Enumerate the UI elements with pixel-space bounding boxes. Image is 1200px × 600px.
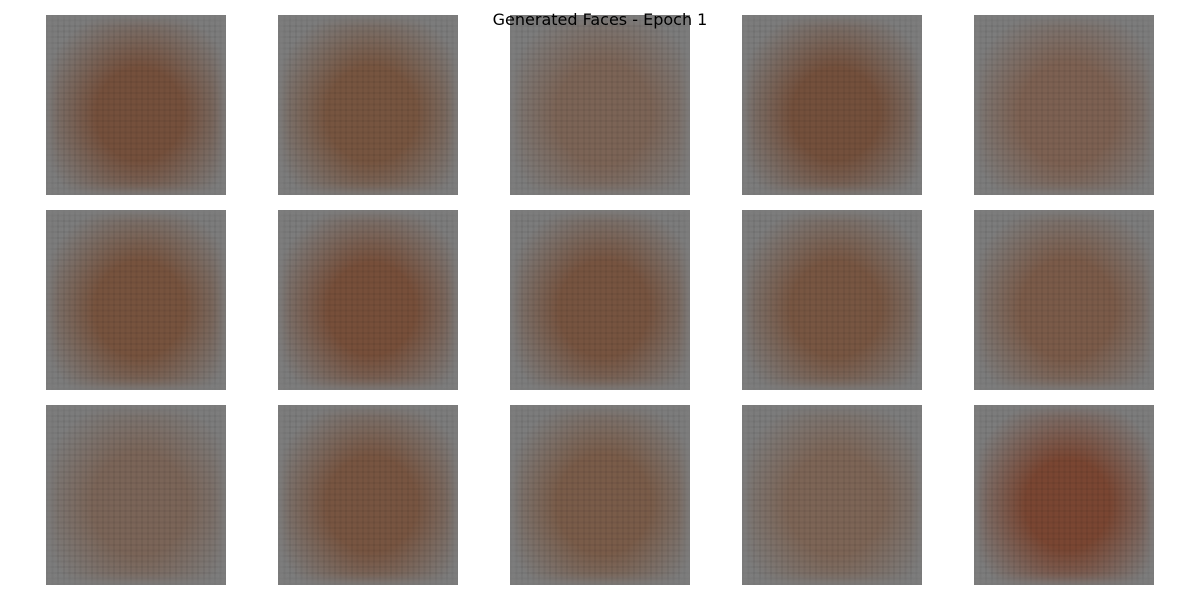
sample-gray-border [46, 210, 226, 390]
sample-color-fill [46, 15, 226, 195]
generated-face-sample [278, 210, 458, 390]
sample-checker-artifact [46, 210, 226, 390]
sample-color-fill [278, 405, 458, 585]
generated-face-sample [510, 15, 690, 195]
sample-gray-border [974, 210, 1154, 390]
sample-checker-artifact [974, 15, 1154, 195]
sample-color-fill [278, 210, 458, 390]
sample-color-fill [742, 210, 922, 390]
sample-color-fill [46, 210, 226, 390]
sample-gray-border [742, 210, 922, 390]
generated-face-sample [974, 15, 1154, 195]
sample-color-fill [510, 15, 690, 195]
sample-checker-artifact [742, 15, 922, 195]
sample-color-fill [974, 210, 1154, 390]
figure-title: Generated Faces - Epoch 1 [492, 10, 708, 29]
sample-gray-border [46, 15, 226, 195]
sample-gray-border [510, 405, 690, 585]
generated-face-sample [742, 405, 922, 585]
sample-color-fill [742, 405, 922, 585]
sample-gray-border [278, 210, 458, 390]
sample-checker-artifact [510, 210, 690, 390]
generated-face-sample [46, 405, 226, 585]
generated-face-sample [510, 210, 690, 390]
sample-gray-border [510, 15, 690, 195]
sample-gray-border [742, 405, 922, 585]
sample-color-fill [974, 405, 1154, 585]
sample-checker-artifact [974, 405, 1154, 585]
sample-gray-border [278, 405, 458, 585]
sample-checker-artifact [510, 405, 690, 585]
sample-checker-artifact [278, 210, 458, 390]
sample-checker-artifact [974, 210, 1154, 390]
generated-face-sample [974, 405, 1154, 585]
generated-face-sample [510, 405, 690, 585]
sample-gray-border [974, 15, 1154, 195]
sample-gray-border [510, 210, 690, 390]
generated-face-sample [974, 210, 1154, 390]
sample-checker-artifact [278, 405, 458, 585]
sample-checker-artifact [742, 405, 922, 585]
sample-color-fill [510, 405, 690, 585]
sample-checker-artifact [46, 405, 226, 585]
sample-gray-border [278, 15, 458, 195]
generated-face-sample [46, 15, 226, 195]
sample-gray-border [742, 15, 922, 195]
sample-checker-artifact [510, 15, 690, 195]
sample-checker-artifact [278, 15, 458, 195]
sample-checker-artifact [742, 210, 922, 390]
sample-color-fill [742, 15, 922, 195]
sample-color-fill [46, 405, 226, 585]
generated-face-sample [742, 210, 922, 390]
sample-gray-border [974, 405, 1154, 585]
generated-face-sample [278, 405, 458, 585]
sample-checker-artifact [46, 15, 226, 195]
sample-color-fill [510, 210, 690, 390]
generated-face-sample [46, 210, 226, 390]
generated-face-sample [278, 15, 458, 195]
sample-color-fill [974, 15, 1154, 195]
generated-face-sample [742, 15, 922, 195]
sample-gray-border [46, 405, 226, 585]
sample-color-fill [278, 15, 458, 195]
